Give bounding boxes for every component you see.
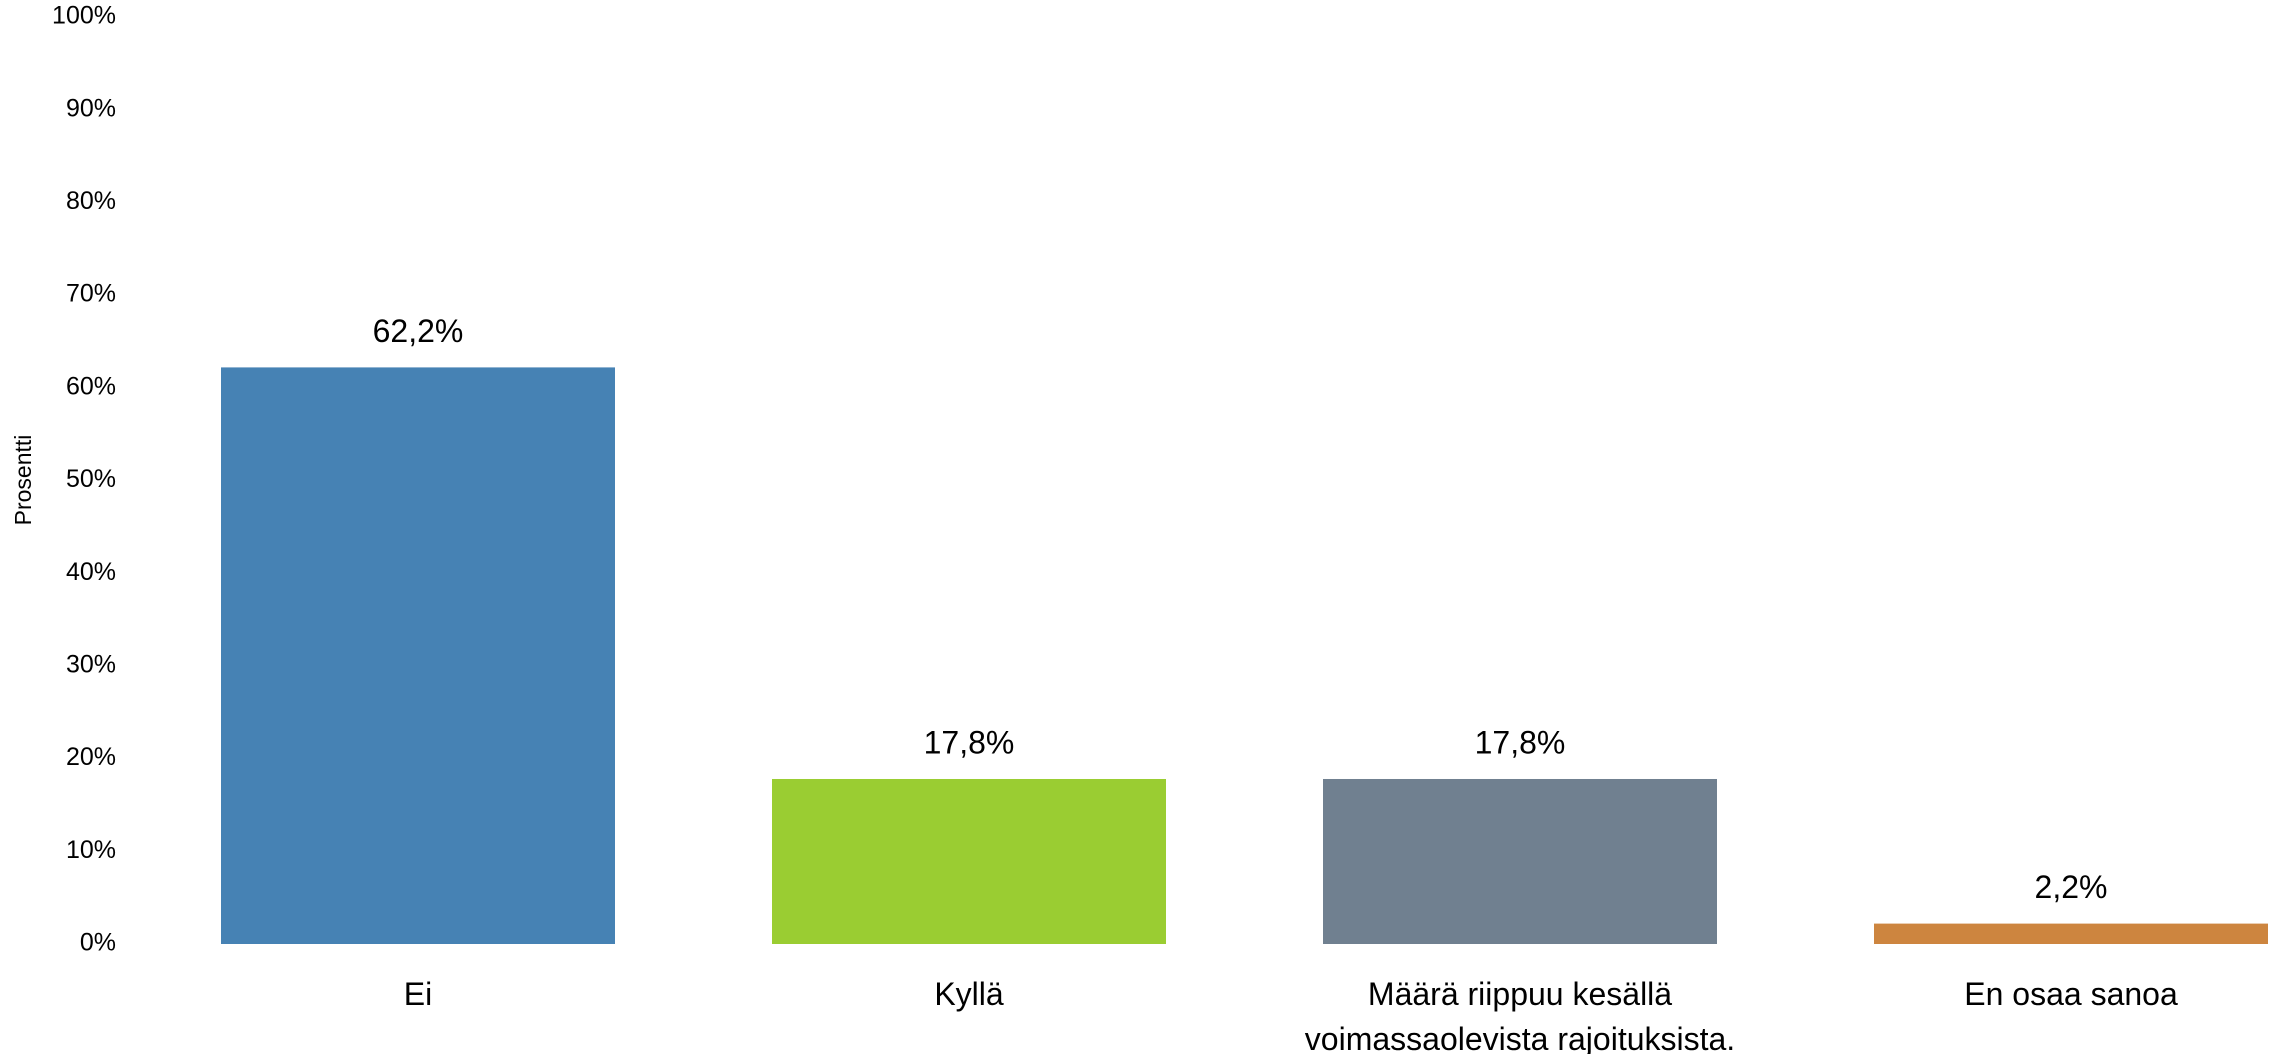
y-tick-label: 20% [66, 743, 116, 771]
bar [1323, 778, 1717, 944]
value-label: 2,2% [2035, 869, 2108, 905]
y-axis-label: Prosentti [10, 435, 36, 526]
x-tick-label: Ei [403, 976, 433, 1012]
y-tick-label: 100% [52, 2, 116, 30]
y-tick-label: 80% [66, 187, 116, 215]
value-label: 17,8% [924, 724, 1015, 760]
bar [1874, 923, 2268, 944]
bar [772, 778, 1166, 944]
y-tick-label: 90% [66, 94, 116, 122]
y-tick-label: 70% [66, 280, 116, 308]
y-tick-label: 0% [80, 929, 116, 957]
y-tick-label: 10% [66, 836, 116, 864]
y-tick-label: 30% [66, 651, 116, 679]
bar [221, 367, 615, 944]
x-tick-label: En osaa sanoa [1964, 976, 2178, 1012]
value-label: 62,2% [373, 313, 464, 349]
y-tick-label: 40% [66, 558, 116, 586]
y-tick-label: 60% [66, 372, 116, 400]
x-tick-label: Määrä riippuu kesällä voimassaolevista r… [1304, 976, 1736, 1054]
value-label: 17,8% [1475, 724, 1566, 760]
x-tick-label: Kyllä [934, 976, 1004, 1012]
y-tick-label: 50% [66, 465, 116, 493]
